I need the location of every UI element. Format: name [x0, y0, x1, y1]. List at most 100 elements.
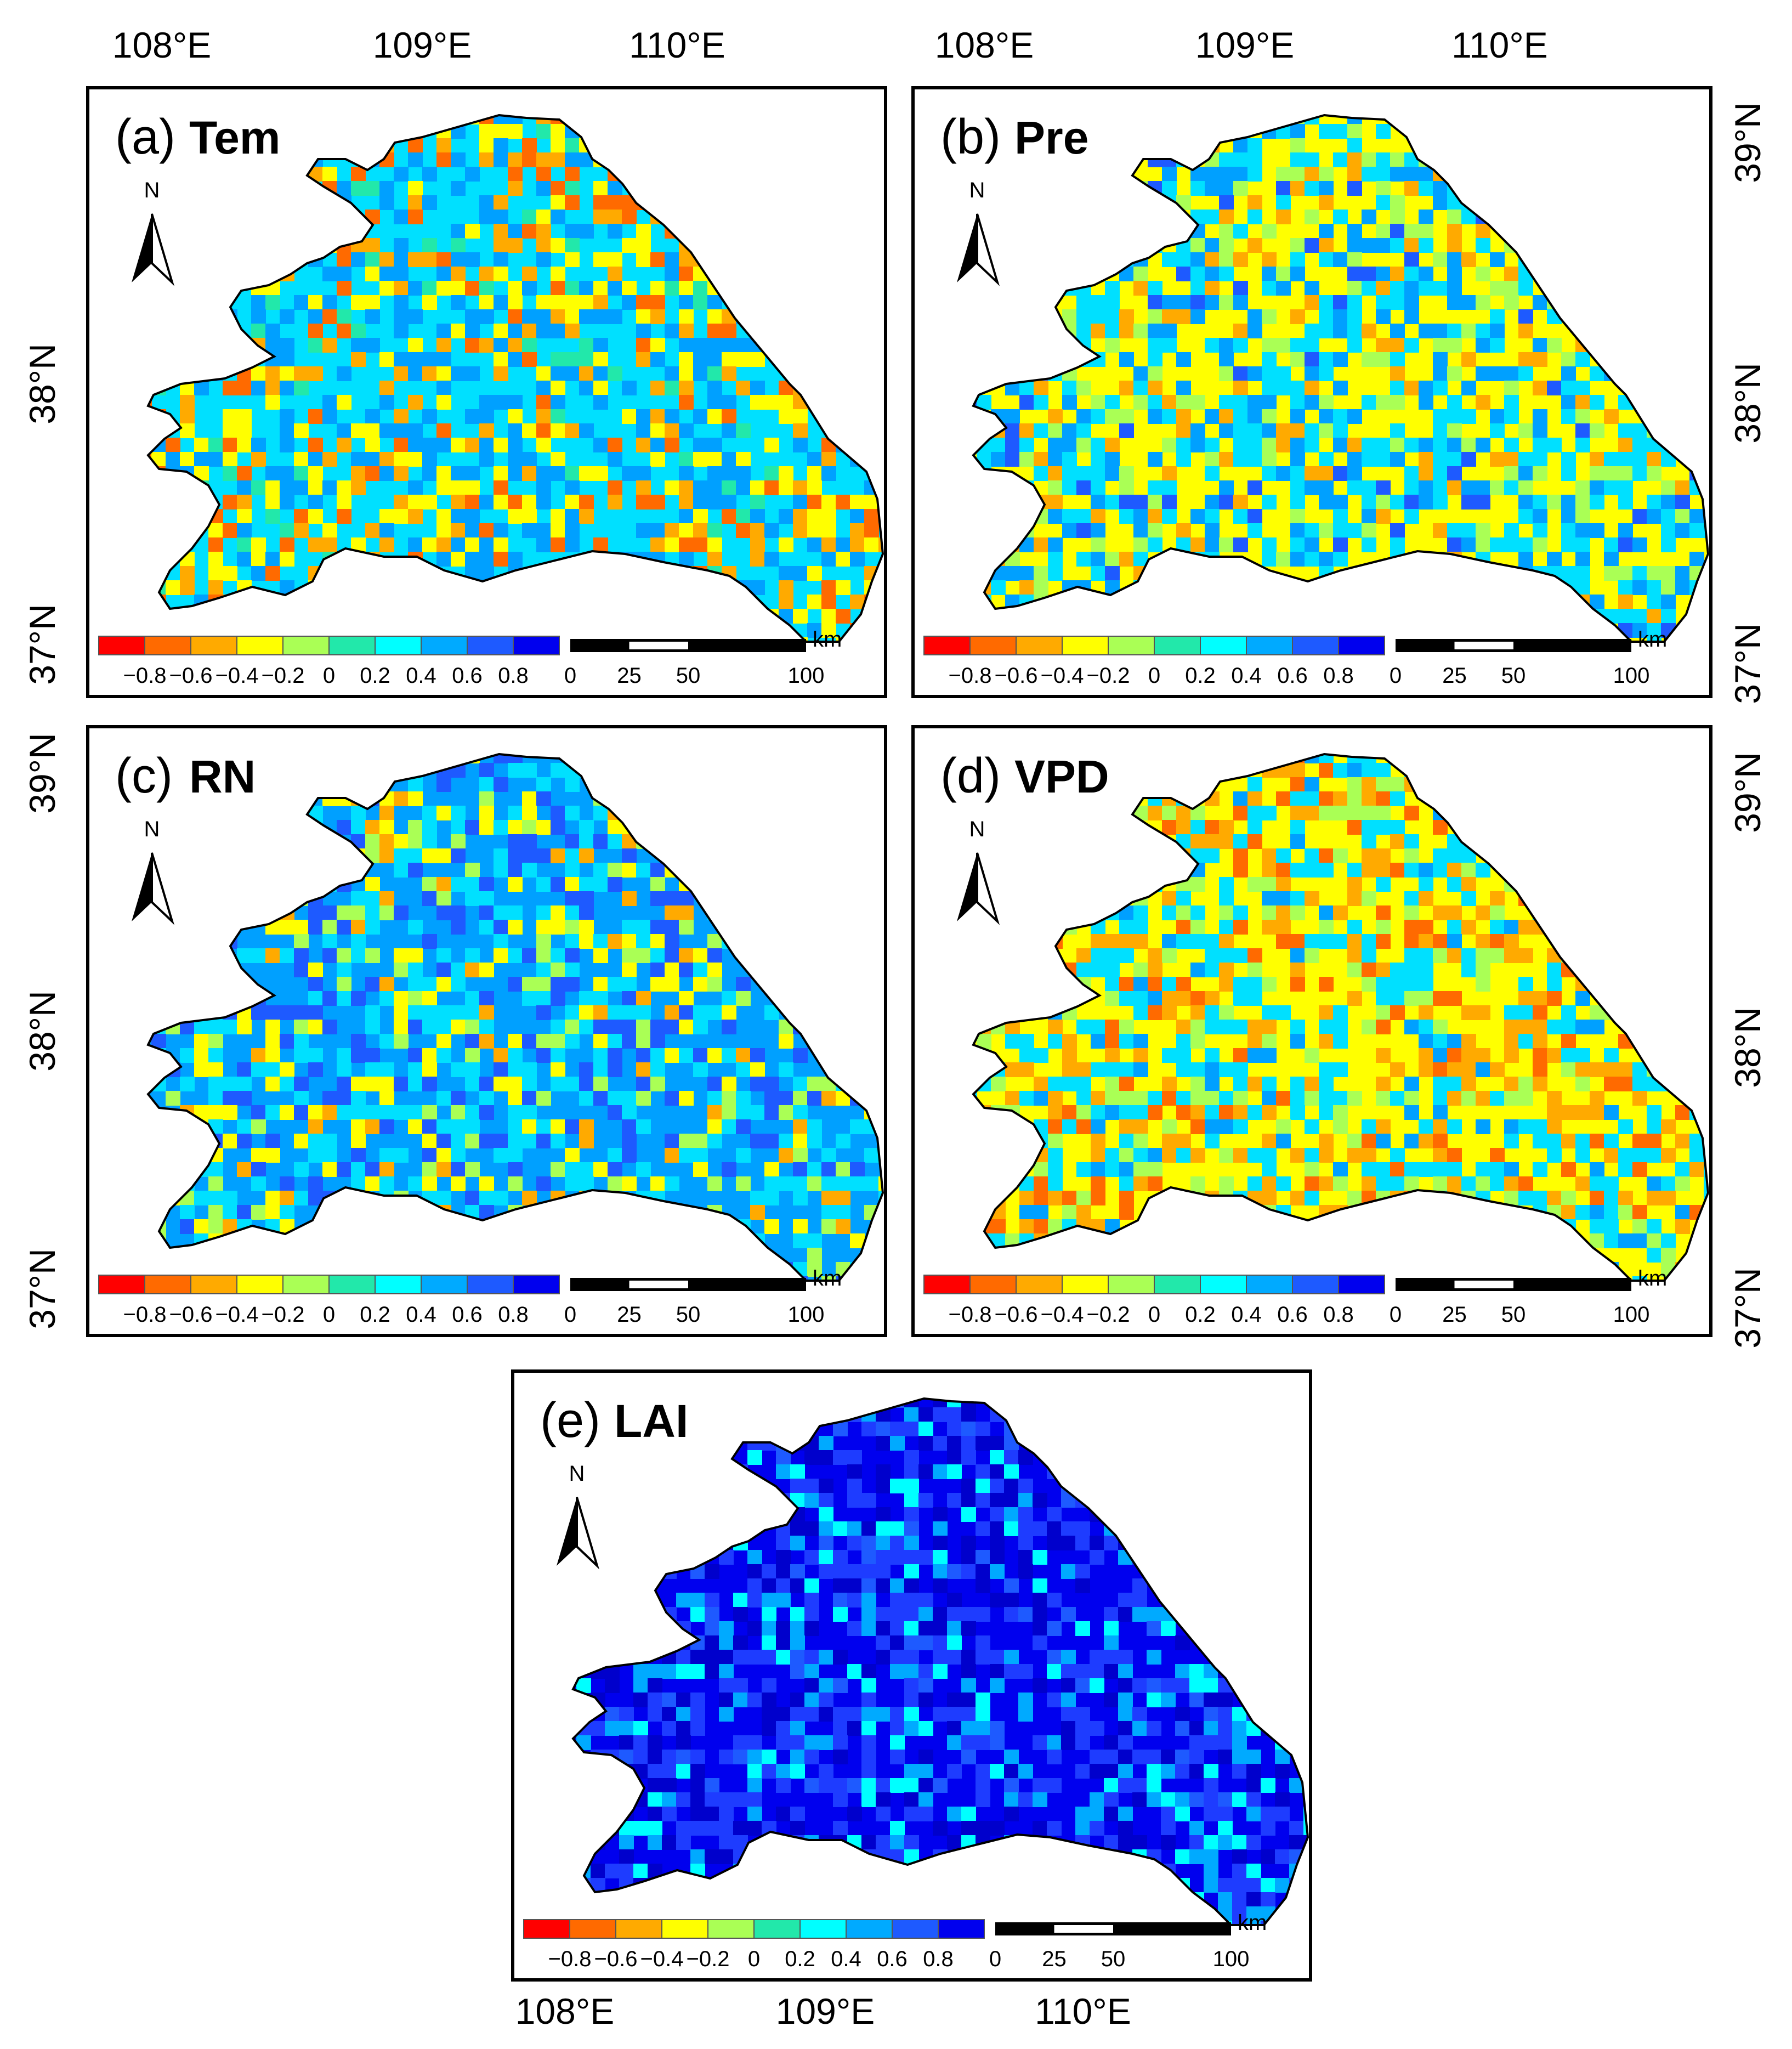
legend-swatch — [1108, 636, 1155, 655]
scale-label: 25 — [1442, 1303, 1467, 1327]
legend-swatch — [969, 1275, 1017, 1294]
legend-tick-label: 0.6 — [1277, 1303, 1308, 1327]
scale-unit: km — [1638, 1266, 1667, 1290]
scale-unit: km — [1238, 1911, 1267, 1935]
scale-label: 100 — [788, 1303, 825, 1327]
legend-swatch — [421, 636, 468, 655]
color-legend: −0.8 −0.6 −0.4 −0.2 0 0.2 0.4 0.6 0.8 — [523, 1919, 985, 1971]
legend-swatch — [144, 1275, 191, 1294]
panel-variable: RN — [189, 751, 256, 802]
legend-swatch — [1292, 636, 1339, 655]
scale-bar: km 0 25 50 100 — [564, 1266, 842, 1327]
scale-label: 100 — [788, 664, 825, 688]
legend-swatch — [282, 636, 330, 655]
legend-tick-label: 0.2 — [360, 664, 390, 688]
left-lat-axis-mid: 39°N 38°N 37°N — [22, 733, 63, 1329]
legend-tick-label: 0.8 — [1323, 664, 1354, 688]
scale-label: 50 — [1501, 664, 1526, 688]
legend-swatch — [144, 636, 191, 655]
legend-swatch — [1062, 1275, 1109, 1294]
legend-tick-label: 0.2 — [360, 1303, 390, 1327]
legend-swatch — [421, 1275, 468, 1294]
color-legend: −0.8 −0.6 −0.4 −0.2 0 0.2 0.4 0.6 0.8 — [98, 1275, 560, 1327]
legend-swatch — [753, 1919, 801, 1939]
scale-label: 50 — [1101, 1947, 1126, 1971]
scale-bar: km 0 25 50 100 — [989, 1911, 1267, 1971]
legend-tick-label: −0.4 — [640, 1947, 684, 1971]
legend-tick-label: −0.4 — [1041, 664, 1084, 688]
legend-swatch — [1338, 1275, 1385, 1294]
legend-swatch — [923, 1275, 971, 1294]
lat-tick-label: 37°N — [22, 604, 63, 684]
legend-tick-label: 0.8 — [498, 664, 529, 688]
legend-tick-label: 0.8 — [1323, 1303, 1354, 1327]
legend-swatch — [615, 1919, 662, 1939]
legend-tick-label: 0.4 — [1231, 1303, 1262, 1327]
legend-swatch — [190, 636, 237, 655]
panel-c-rn: (c) RN N −0.8 −0.6 −0.4 −0.2 0 0.2 0.4 0.6 0.8 km 0 25… — [86, 725, 887, 1337]
legend-swatch — [467, 1275, 514, 1294]
legend-tick-label: −0.8 — [949, 664, 992, 688]
legend-swatch — [98, 1275, 145, 1294]
lat-tick-label: 37°N — [1727, 1267, 1768, 1348]
scale-label: 0 — [1390, 1303, 1402, 1327]
legend-tick-label: −0.2 — [1087, 664, 1130, 688]
lat-tick-label: 38°N — [22, 343, 63, 424]
legend-swatch — [98, 636, 145, 655]
scale-unit: km — [813, 627, 842, 652]
legend-swatch — [282, 1275, 330, 1294]
panel-b-pre: (b) Pre N −0.8 −0.6 −0.4 −0.2 0 0.2 0.4 0.6 0.8 km 0 2… — [911, 86, 1712, 698]
legend-swatch — [375, 636, 422, 655]
legend-swatch — [1292, 1275, 1339, 1294]
right-lat-axis-mid: 39°N 38°N 37°N — [1727, 752, 1768, 1348]
legend-tick-label: 0.6 — [1277, 664, 1308, 688]
lon-tick-label: 110°E — [1035, 1991, 1131, 2031]
north-arrow-icon: N — [957, 817, 1000, 925]
scale-label: 25 — [617, 664, 642, 688]
legend-tick-label: −0.4 — [216, 1303, 259, 1327]
legend-swatch — [923, 636, 971, 655]
panel-letter: (e) — [540, 1393, 600, 1448]
legend-swatch — [938, 1919, 985, 1939]
legend-tick-label: −0.6 — [995, 664, 1038, 688]
legend-tick-label: 0.4 — [1231, 664, 1262, 688]
legend-swatch — [523, 1919, 570, 1939]
legend-swatch — [513, 1275, 560, 1294]
panel-letter: (b) — [940, 110, 1001, 165]
legend-tick-label: −0.8 — [123, 664, 167, 688]
scale-label: 50 — [676, 664, 701, 688]
legend-tick-label: −0.8 — [548, 1947, 592, 1971]
panel-d-vpd: (d) VPD N −0.8 −0.6 −0.4 −0.2 0 0.2 0.4 0.6 0.8 km 0 2… — [911, 725, 1712, 1337]
legend-swatch — [969, 636, 1017, 655]
scale-label: 25 — [1042, 1947, 1067, 1971]
legend-tick-label: −0.4 — [1041, 1303, 1084, 1327]
legend-swatch — [846, 1919, 893, 1939]
north-label: N — [969, 178, 985, 202]
scale-label: 25 — [617, 1303, 642, 1327]
panel-letter: (a) — [115, 110, 175, 165]
lat-tick-label: 38°N — [1727, 1007, 1768, 1088]
legend-swatch — [328, 636, 376, 655]
legend-tick-label: −0.6 — [169, 1303, 213, 1327]
scale-label: 0 — [989, 1947, 1001, 1971]
legend-swatch — [467, 636, 514, 655]
lon-tick-label: 109°E — [373, 25, 472, 65]
legend-tick-label: 0.4 — [831, 1947, 861, 1971]
legend-tick-label: −0.6 — [594, 1947, 638, 1971]
legend-tick-label: 0.8 — [923, 1947, 954, 1971]
scale-label: 100 — [1213, 1947, 1250, 1971]
legend-swatch — [236, 1275, 283, 1294]
legend-tick-label: 0.4 — [406, 1303, 436, 1327]
legend-tick-label: −0.6 — [169, 664, 213, 688]
scale-unit: km — [1638, 627, 1667, 652]
panel-variable: Pre — [1014, 112, 1088, 163]
scale-label: 0 — [1390, 664, 1402, 688]
lat-tick-label: 37°N — [1727, 623, 1768, 704]
legend-swatch — [1016, 1275, 1063, 1294]
top-lon-axis-right: 108°E 109°E 110°E — [935, 25, 1548, 65]
legend-swatch — [1062, 636, 1109, 655]
lon-tick-label: 108°E — [935, 25, 1034, 65]
legend-swatch — [707, 1919, 755, 1939]
panel-e-lai: (e) LAI N −0.8 −0.6 −0.4 −0.2 0 0.2 0.4 0.6 0.8 km 0 2… — [511, 1369, 1312, 1982]
